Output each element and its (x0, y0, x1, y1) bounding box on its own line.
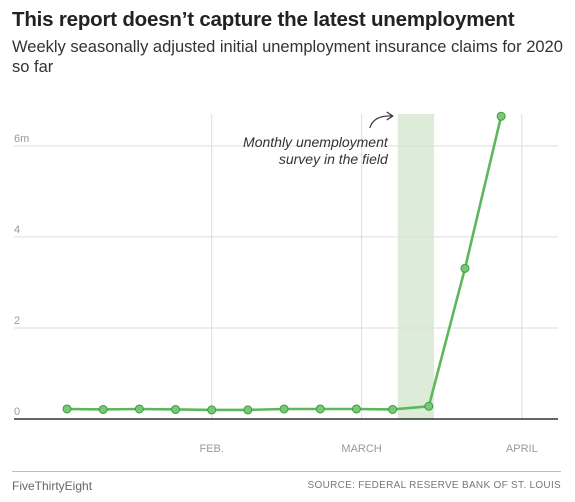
y-tick-label: 4 (14, 224, 20, 236)
annotation-text: Monthly unemployment (243, 134, 389, 150)
annotation-arrow (369, 115, 392, 129)
data-point (207, 405, 217, 415)
data-point (243, 405, 253, 415)
chart-subtitle: Weekly seasonally adjusted initial unemp… (12, 38, 563, 76)
chart-title: This report doesn’t capture the latest u… (12, 8, 515, 31)
data-point (171, 404, 181, 414)
footer-divider (12, 471, 561, 472)
y-tick-label: 0 (14, 406, 20, 418)
x-tick-label: APRIL (506, 443, 538, 455)
data-point (98, 404, 108, 414)
source-label: SOURCE: FEDERAL RESERVE BANK OF ST. LOUI… (307, 480, 561, 491)
unemployment-claims-chart: 0 2 4 6m FEB. MARCH APRIL Monthly unemployments… (14, 111, 558, 455)
data-point (460, 263, 470, 273)
survey-week-highlight (397, 114, 434, 419)
y-tick-label: 6m (14, 133, 29, 145)
annotation-text: survey in the field (279, 151, 389, 167)
data-point (279, 404, 289, 414)
x-tick-label: FEB. (199, 443, 223, 455)
x-tick-label: MARCH (341, 443, 381, 455)
y-tick-label: 2 (14, 315, 20, 327)
data-point (388, 404, 398, 414)
data-point (424, 401, 434, 411)
data-point (315, 404, 325, 414)
annotation-arrowhead (386, 111, 394, 121)
brand-label: FiveThirtyEight (12, 479, 93, 493)
data-point (351, 404, 361, 414)
data-point (62, 404, 72, 414)
data-point (496, 111, 506, 121)
data-point (134, 404, 144, 414)
